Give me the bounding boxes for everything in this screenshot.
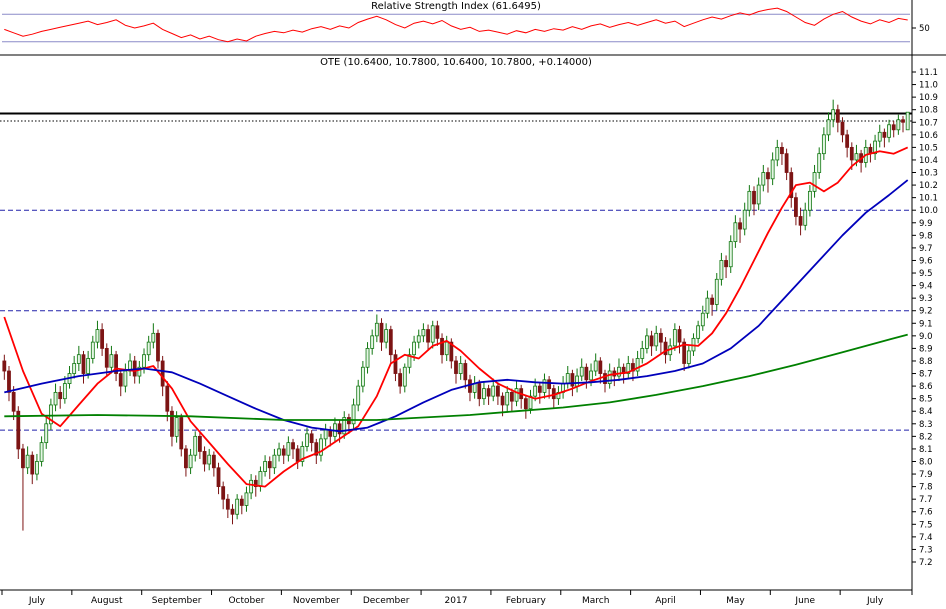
- ma-slow-green: [4, 333, 908, 421]
- svg-text:10.5: 10.5: [919, 143, 938, 153]
- ma-fast-red: [3, 146, 909, 488]
- svg-text:8.2: 8.2: [919, 432, 933, 442]
- svg-text:February: February: [506, 596, 547, 606]
- svg-text:9.6: 9.6: [919, 256, 933, 266]
- rsi-line: [4, 7, 908, 43]
- svg-text:March: March: [582, 596, 609, 606]
- ma-medium-blue: [4, 179, 909, 433]
- svg-text:8.7: 8.7: [919, 370, 933, 380]
- svg-text:8.5: 8.5: [919, 395, 933, 405]
- svg-text:9.4: 9.4: [919, 282, 933, 292]
- svg-text:10.0: 10.0: [919, 206, 938, 216]
- svg-text:11.0: 11.0: [919, 81, 938, 91]
- price-reference-lines: [0, 112, 912, 431]
- svg-text:9.5: 9.5: [919, 269, 933, 279]
- svg-text:10.8: 10.8: [919, 106, 938, 116]
- svg-text:May: May: [726, 596, 745, 606]
- svg-text:10.7: 10.7: [919, 118, 938, 128]
- svg-text:7.5: 7.5: [919, 520, 933, 530]
- svg-text:50: 50: [919, 24, 930, 34]
- svg-text:7.3: 7.3: [919, 545, 933, 555]
- overlay-medium-blue: [4, 179, 909, 433]
- svg-text:September: September: [152, 596, 202, 606]
- svg-text:9.9: 9.9: [919, 219, 933, 229]
- svg-text:10.4: 10.4: [919, 156, 938, 166]
- svg-text:July: July: [28, 596, 46, 606]
- svg-text:9.0: 9.0: [919, 332, 933, 342]
- svg-text:9.8: 9.8: [919, 231, 933, 241]
- overlay-slow-green: [4, 333, 908, 421]
- x-axis: July August September October November Decemb…: [0, 589, 913, 606]
- svg-text:8.8: 8.8: [919, 357, 933, 367]
- svg-text:November: November: [293, 596, 340, 606]
- svg-text:8.4: 8.4: [919, 407, 933, 417]
- svg-text:8.0: 8.0: [919, 457, 933, 467]
- svg-text:August: August: [91, 596, 123, 606]
- rsi-band-lines: [2, 13, 910, 43]
- svg-text:8.1: 8.1: [919, 445, 933, 455]
- svg-text:7.7: 7.7: [919, 495, 933, 505]
- svg-text:7.8: 7.8: [919, 483, 933, 493]
- svg-text:2017: 2017: [445, 596, 468, 606]
- svg-text:10.6: 10.6: [919, 131, 938, 141]
- svg-text:11.1: 11.1: [919, 68, 938, 78]
- svg-text:10.1: 10.1: [919, 194, 938, 204]
- svg-text:10.3: 10.3: [919, 169, 938, 179]
- svg-text:7.6: 7.6: [919, 508, 933, 518]
- svg-text:9.3: 9.3: [919, 294, 933, 304]
- svg-text:10.9: 10.9: [919, 93, 938, 103]
- svg-text:8.3: 8.3: [919, 420, 933, 430]
- svg-text:7.9: 7.9: [919, 470, 933, 480]
- svg-text:8.9: 8.9: [919, 344, 933, 354]
- svg-text:7.2: 7.2: [919, 558, 933, 568]
- svg-text:December: December: [363, 596, 410, 606]
- svg-text:10.2: 10.2: [919, 181, 938, 191]
- right-axis: 11.1 11.0 10.9 10.8 10.7 10.6 10.5 10.4 10.3 10.2…: [911, 0, 938, 591]
- svg-text:7.4: 7.4: [919, 533, 933, 543]
- svg-text:April: April: [655, 596, 676, 606]
- svg-text:9.7: 9.7: [919, 244, 933, 254]
- svg-text:July: July: [866, 596, 884, 606]
- candlesticks: [2, 99, 910, 531]
- overlay-fast-red: [3, 146, 909, 488]
- svg-text:June: June: [794, 596, 815, 606]
- svg-text:9.1: 9.1: [919, 319, 933, 329]
- svg-text:9.2: 9.2: [919, 307, 933, 317]
- svg-text:October: October: [228, 596, 264, 606]
- svg-text:8.6: 8.6: [919, 382, 933, 392]
